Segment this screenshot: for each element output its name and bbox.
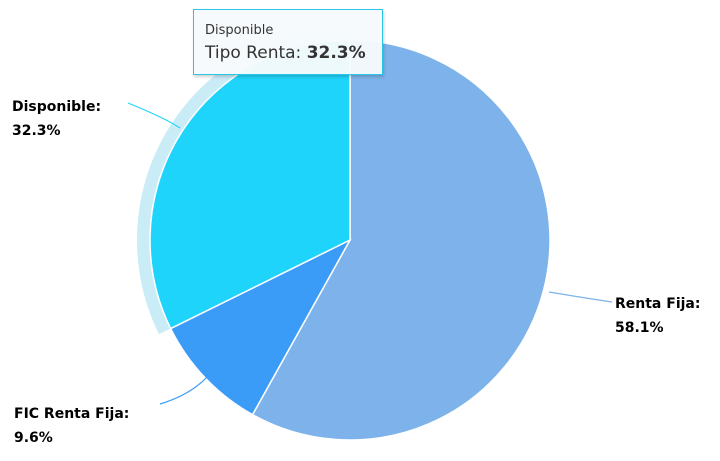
tooltip-line: Tipo Renta: 32.3% [205, 41, 372, 65]
connector-fic-renta-fija [159, 376, 208, 405]
data-label-name-renta-fija: Renta Fija: [615, 296, 700, 312]
slice-fic-renta-fija[interactable] [169, 238, 352, 416]
slice-renta-fija[interactable] [251, 39, 551, 441]
tooltip-value: 32.3% [306, 43, 366, 63]
data-label-name-disponible: Disponible: [12, 99, 101, 115]
connector-renta-fija [548, 291, 613, 303]
hover-tooltip: Disponible Tipo Renta: 32.3% [193, 9, 383, 75]
tooltip-title: Disponible [205, 23, 274, 38]
connector-disponible [127, 102, 181, 129]
tooltip-series-label: Tipo Renta: [205, 43, 302, 63]
data-label-value-fic-renta-fija: 9.6% [14, 430, 53, 446]
data-label-name-fic-renta-fija: FIC Renta Fija: [14, 406, 129, 422]
data-label-value-disponible: 32.3% [12, 123, 61, 139]
data-label-value-renta-fija: 58.1% [615, 320, 664, 336]
